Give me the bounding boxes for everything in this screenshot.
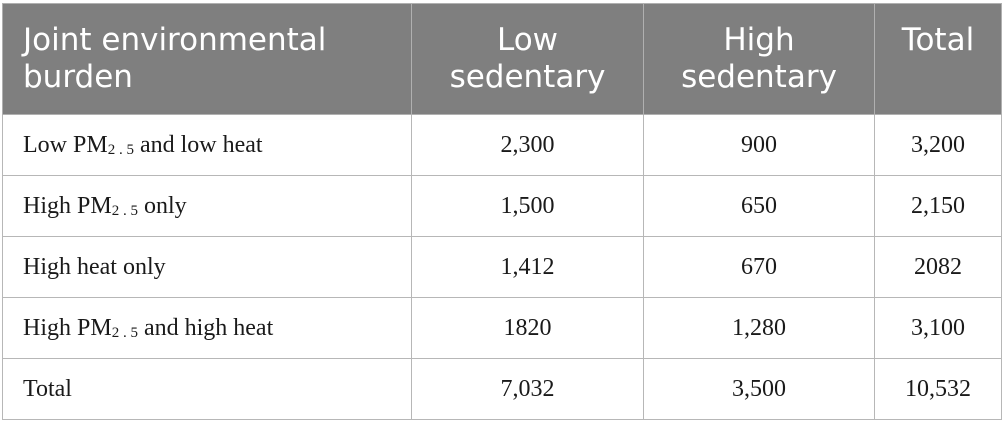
row-label-text: High PM: [23, 192, 112, 219]
row-label: Total: [2, 358, 412, 420]
header-total: Total: [874, 3, 1002, 115]
row-label-text: Low PM: [23, 131, 108, 158]
row-label: High PM2 . 5 only: [2, 175, 412, 237]
cell-total: 3,200: [874, 114, 1002, 176]
header-joint-environmental-burden: Joint environmental burden: [2, 3, 412, 115]
cell-high-sedentary: 3,500: [643, 358, 875, 420]
cell-high-sedentary: 670: [643, 236, 875, 298]
header-low-sedentary: Low sedentary: [411, 3, 644, 115]
cell-high-sedentary: 900: [643, 114, 875, 176]
cell-total: 2082: [874, 236, 1002, 298]
cell-total: 3,100: [874, 297, 1002, 359]
header-line: sedentary: [449, 59, 606, 95]
table-body: Low PM2 . 5 and low heat 2,300 900 3,200…: [2, 114, 1002, 420]
cell-high-sedentary: 650: [643, 175, 875, 237]
header-line: High: [723, 22, 795, 58]
data-table: Joint environmental burden Low sedentary…: [2, 3, 1002, 420]
cell-low-sedentary: 1820: [411, 297, 644, 359]
table-row: High PM2 . 5 and high heat 1820 1,280 3,…: [2, 297, 1002, 359]
header-line: burden: [23, 59, 133, 95]
header-row: Joint environmental burden Low sedentary…: [2, 3, 1002, 115]
header-line: Low: [496, 22, 559, 58]
cell-low-sedentary: 2,300: [411, 114, 644, 176]
row-label-text: and high heat: [137, 314, 274, 341]
cell-total: 2,150: [874, 175, 1002, 237]
row-label: High heat only: [2, 236, 412, 298]
header-high-sedentary: High sedentary: [643, 3, 875, 115]
table-row: Low PM2 . 5 and low heat 2,300 900 3,200: [2, 114, 1002, 176]
cell-total: 10,532: [874, 358, 1002, 420]
row-label-subscript: 2 . 5: [107, 141, 134, 158]
row-label-text: only: [137, 192, 187, 219]
row-label-text: High PM: [23, 314, 112, 341]
row-label-text: Total: [23, 375, 72, 402]
table-row: High PM2 . 5 only 1,500 650 2,150: [2, 175, 1002, 237]
table-header: Joint environmental burden Low sedentary…: [2, 3, 1002, 115]
table-row: High heat only 1,412 670 2082: [2, 236, 1002, 298]
cell-low-sedentary: 1,500: [411, 175, 644, 237]
row-label-text: and low heat: [133, 131, 263, 158]
cell-high-sedentary: 1,280: [643, 297, 875, 359]
table-row-total: Total 7,032 3,500 10,532: [2, 358, 1002, 420]
row-label: High PM2 . 5 and high heat: [2, 297, 412, 359]
header-line: Total: [901, 22, 975, 58]
cell-low-sedentary: 7,032: [411, 358, 644, 420]
row-label: Low PM2 . 5 and low heat: [2, 114, 412, 176]
cell-low-sedentary: 1,412: [411, 236, 644, 298]
row-label-text: High heat only: [23, 253, 166, 280]
header-line: sedentary: [681, 59, 837, 95]
row-label-subscript: 2 . 5: [111, 324, 138, 341]
header-line: Joint environmental: [23, 22, 327, 58]
row-label-subscript: 2 . 5: [111, 202, 138, 219]
